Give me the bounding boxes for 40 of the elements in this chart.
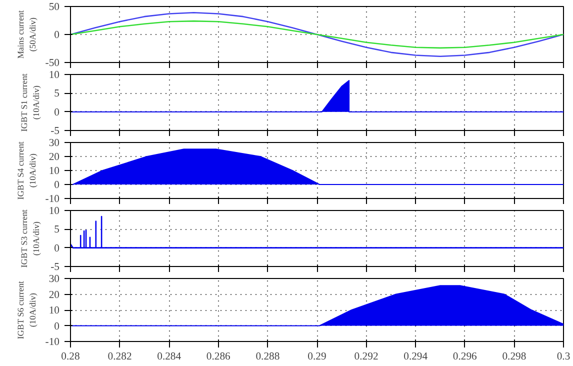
x-tick-label: 0.296 xyxy=(452,352,478,362)
y-tick-label: 50 xyxy=(48,2,60,13)
y-tick-label: 30 xyxy=(48,138,60,149)
y-axis-title: IGBT S4 current (10A/div) xyxy=(15,140,38,200)
y-tick-label: 10 xyxy=(48,166,60,177)
y-tick-label: 0 xyxy=(54,321,60,332)
y-tick-label: -10 xyxy=(45,337,60,348)
line-series xyxy=(70,20,564,49)
y-axis-title: IGBT S6 current (10A/div) xyxy=(15,280,38,340)
y-tick-label: 0 xyxy=(54,180,60,191)
y-tick-label: -5 xyxy=(50,262,60,273)
y-tick-label: 10 xyxy=(48,70,60,81)
y-tick-label: 10 xyxy=(48,306,60,316)
y-axis-title: Mains current (50A/div) xyxy=(15,10,38,59)
y-tick-label: -50 xyxy=(45,58,60,69)
x-tick-label: 0.284 xyxy=(157,352,182,362)
x-tick-label: 0.294 xyxy=(404,352,428,362)
y-tick-label: 5 xyxy=(54,88,60,100)
y-tick-label: 10 xyxy=(48,206,60,217)
y-tick-label: 20 xyxy=(48,152,60,163)
x-tick-label: 0.298 xyxy=(502,352,526,362)
x-tick-label: 0.286 xyxy=(206,352,232,362)
line-series xyxy=(70,216,564,248)
x-tick-label: 0.288 xyxy=(256,352,280,362)
x-tick-label: 0.3 xyxy=(556,352,570,362)
y-tick-label: 0 xyxy=(54,243,60,254)
y-tick-label: 5 xyxy=(54,224,60,236)
x-tick-label: 0.292 xyxy=(354,352,378,362)
y-tick-label: 20 xyxy=(48,290,60,301)
line-series xyxy=(70,12,564,57)
y-axis-title: IGBT S1 current (10A/div) xyxy=(18,72,41,132)
y-tick-label: -5 xyxy=(50,126,60,137)
x-tick-label: 0.29 xyxy=(308,352,326,362)
y-axis-title: IGBT S3 current (10A/div) xyxy=(18,208,41,268)
y-tick-label: -10 xyxy=(45,194,60,205)
y-tick-label: 0 xyxy=(54,107,60,118)
y-tick-label: 30 xyxy=(48,274,60,285)
x-tick-label: 0.282 xyxy=(108,352,132,362)
x-tick-label: 0.28 xyxy=(61,352,80,362)
y-tick-label: 0 xyxy=(54,30,60,41)
